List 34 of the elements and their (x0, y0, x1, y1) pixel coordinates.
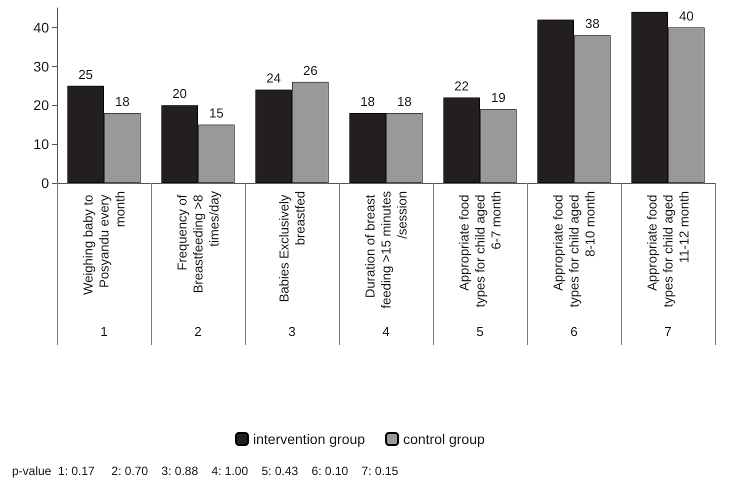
data-label: 15 (209, 106, 224, 121)
text: 2 (194, 324, 202, 339)
text: 1 (100, 324, 108, 339)
x-tick-label: Weighing baby to Posyandu every month (80, 191, 128, 295)
data-label: 40 (679, 8, 694, 24)
y-tick-label: 10 (33, 136, 50, 152)
text: 3 (288, 324, 296, 339)
text: 6 (570, 324, 578, 339)
data-label: 38 (585, 16, 600, 32)
legend-label: control group (403, 431, 486, 447)
y-tick-label: 40 (33, 19, 50, 36)
y-tick-label: 30 (33, 58, 50, 74)
data-label: 18 (115, 94, 130, 109)
x-tick-label: Duration of breast feeding >15 minutes/session (362, 190, 410, 308)
text: 7 (664, 324, 672, 339)
text: 4 (382, 324, 390, 339)
data-label: 24 (266, 70, 281, 86)
x-tick-label: Appropriate food types for child aged 8-10 month (550, 191, 598, 308)
y-tick-label: 0 (41, 175, 50, 191)
text: p-value 1: 0.17 2: 0.70 3: 0.88 4: 1.00 5: 0.43 6: 0.10 7: 0.15 (12, 464, 399, 478)
x-tick-label: Appropriate food types for child aged 6-7 month (456, 191, 504, 308)
data-label: 22 (454, 78, 469, 94)
data-label: 18 (397, 94, 412, 109)
data-label: 18 (360, 94, 375, 109)
data-label: 19 (491, 90, 506, 106)
data-label: 26 (303, 62, 318, 78)
data-label: 25 (78, 66, 93, 82)
data-label: 20 (172, 86, 187, 102)
y-tick-label: 20 (33, 97, 50, 114)
legend-label: intervention group (253, 431, 366, 447)
x-tick-label: Frequency of Breastfeeding >8 times/day (174, 190, 222, 294)
x-tick-label: Appropriate food types for child aged 11-12 month (644, 191, 692, 308)
x-tick-label: Babies Exclusively breastfed (276, 191, 308, 302)
text: 5 (476, 324, 484, 339)
